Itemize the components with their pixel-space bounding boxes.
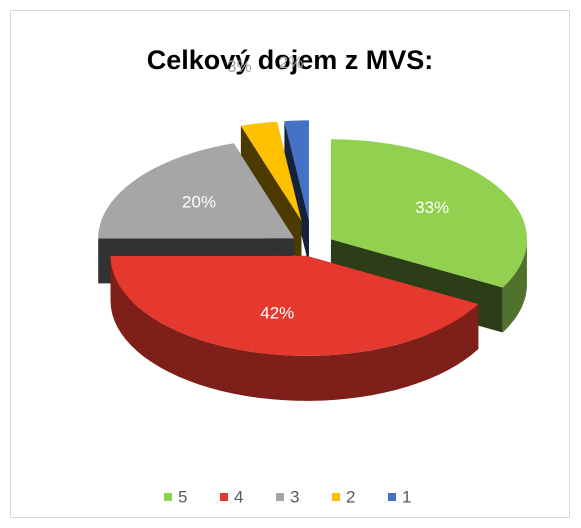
data-label: 3% — [227, 57, 252, 76]
slice — [330, 139, 527, 288]
slice — [284, 120, 309, 221]
slice — [110, 255, 479, 401]
legend-label: 3 — [290, 487, 299, 506]
legend-swatch — [332, 493, 340, 501]
legend-swatch — [164, 493, 172, 501]
data-label: 20% — [182, 193, 216, 212]
data-label: 42% — [260, 303, 294, 322]
slice-side — [284, 121, 309, 266]
slice-side — [110, 255, 479, 401]
legend-label: 4 — [234, 487, 243, 506]
legend-swatch — [276, 493, 284, 501]
slice — [110, 255, 479, 356]
data-label: 2% — [279, 53, 304, 72]
legend-label: 1 — [402, 487, 411, 506]
legend-label: 5 — [178, 487, 187, 506]
legend-swatch — [388, 493, 396, 501]
chart-title: Celkový dojem z MVS: — [147, 45, 434, 75]
slice — [284, 120, 309, 266]
legend-swatch — [220, 493, 228, 501]
slice — [98, 143, 295, 239]
data-label: 33% — [415, 198, 449, 217]
slice-side — [502, 239, 527, 333]
slice — [240, 121, 302, 221]
legend-label: 2 — [346, 487, 355, 506]
